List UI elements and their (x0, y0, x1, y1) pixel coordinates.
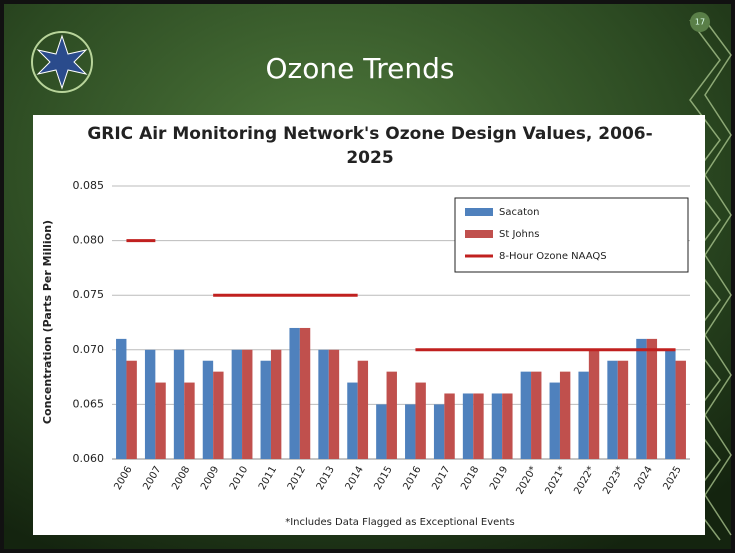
bar (550, 383, 560, 459)
bar (174, 350, 184, 459)
bar (145, 350, 155, 459)
bar (318, 350, 328, 459)
bar (347, 383, 357, 459)
page-number: 17 (695, 18, 705, 27)
y-tick-label: 0.085 (73, 179, 105, 192)
legend-label: Sacaton (499, 207, 539, 218)
chart-title: GRIC Air Monitoring Network's Ozone Desi… (80, 122, 660, 170)
y-tick-label: 0.075 (73, 288, 105, 301)
legend-swatch (465, 255, 493, 258)
legend-swatch (465, 230, 493, 238)
bar (126, 361, 136, 459)
bar (607, 361, 617, 459)
y-axis-label: Concentration (Parts Per Million) (41, 220, 54, 424)
bar (676, 361, 686, 459)
y-tick-label: 0.060 (73, 452, 105, 465)
bar (242, 350, 252, 459)
y-tick-label: 0.070 (73, 343, 105, 356)
footnote: *Includes Data Flagged as Exceptional Ev… (285, 517, 515, 528)
bar (213, 372, 223, 459)
bar (463, 393, 473, 459)
bar (531, 372, 541, 459)
bar (387, 372, 397, 459)
bar (155, 383, 165, 459)
bar (300, 328, 310, 459)
bar (589, 350, 599, 459)
bar (116, 339, 126, 459)
bar (521, 372, 531, 459)
bar (232, 350, 242, 459)
bar (492, 393, 502, 459)
bar (434, 404, 444, 459)
bar (444, 393, 454, 459)
legend-label: St Johns (499, 229, 539, 240)
bar (647, 339, 657, 459)
bar (203, 361, 213, 459)
bar (578, 372, 588, 459)
page: 17 Ozone Trends GRIC Air Monitoring Netw… (0, 0, 735, 553)
bar (405, 404, 415, 459)
bar (289, 328, 299, 459)
chart-title-box: GRIC Air Monitoring Network's Ozone Desi… (80, 122, 660, 180)
y-tick-label: 0.080 (73, 234, 105, 247)
bar (271, 350, 281, 459)
bar (502, 393, 512, 459)
bar (618, 361, 628, 459)
bar (261, 361, 271, 459)
y-tick-label: 0.065 (73, 397, 105, 410)
bar (376, 404, 386, 459)
bar (473, 393, 483, 459)
bar (329, 350, 339, 459)
bar (358, 361, 368, 459)
bar (636, 339, 646, 459)
legend-swatch (465, 208, 493, 216)
bar (415, 383, 425, 459)
slide-title: Ozone Trends (266, 52, 455, 85)
slide: 17 Ozone Trends GRIC Air Monitoring Netw… (0, 0, 735, 553)
legend-label: 8-Hour Ozone NAAQS (499, 251, 607, 262)
bar (184, 383, 194, 459)
bar (665, 350, 675, 459)
bar (560, 372, 570, 459)
